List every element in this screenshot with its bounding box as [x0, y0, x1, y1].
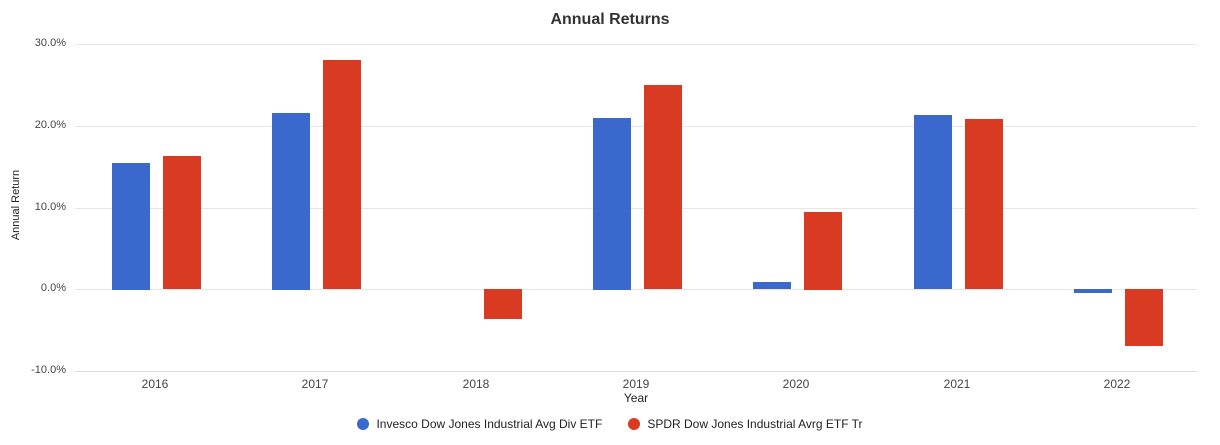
x-tick-label-2018: 2018	[462, 377, 490, 391]
plot-area	[75, 44, 1197, 372]
bar-2017-series1[interactable]	[323, 60, 361, 289]
bar-2021-series0[interactable]	[914, 115, 952, 289]
x-tick-label-2019: 2019	[622, 377, 650, 391]
legend-label: SPDR Dow Jones Industrial Avrg ETF Tr	[647, 417, 863, 431]
bar-2020-series0[interactable]	[753, 282, 791, 289]
bar-2021-series1[interactable]	[965, 119, 1003, 289]
bar-2022-series1[interactable]	[1125, 289, 1163, 346]
bar-2020-series1[interactable]	[804, 212, 842, 290]
y-tick-label-0: 0.0%	[40, 282, 66, 294]
x-tick-label-2021: 2021	[943, 377, 971, 391]
bar-2019-series0[interactable]	[593, 118, 631, 290]
bar-2019-series1[interactable]	[644, 85, 682, 289]
y-tick-label--10: -10.0%	[31, 364, 66, 376]
legend-entry-invesco: Invesco Dow Jones Industrial Avg Div ETF	[357, 417, 602, 431]
y-tick-label-20: 20.0%	[34, 119, 66, 131]
x-tick-label-2016: 2016	[141, 377, 169, 391]
bar-2016-series1[interactable]	[163, 156, 201, 289]
chart-legend: Invesco Dow Jones Industrial Avg Div ETF…	[0, 417, 1220, 431]
y-tick-label-30: 30.0%	[34, 37, 66, 49]
gridline-30	[75, 44, 1197, 45]
gridline--10	[75, 371, 1197, 372]
legend-swatch-circle-icon	[628, 418, 641, 430]
bar-2017-series0[interactable]	[272, 113, 310, 290]
bar-2016-series0[interactable]	[112, 163, 150, 290]
bar-2022-series0[interactable]	[1074, 289, 1112, 293]
bar-2018-series1[interactable]	[484, 289, 522, 319]
x-tick-label-2020: 2020	[782, 377, 810, 391]
gridline-20	[75, 126, 1197, 127]
x-tick-label-2022: 2022	[1103, 377, 1131, 391]
legend-entry-spdr: SPDR Dow Jones Industrial Avrg ETF Tr	[628, 417, 863, 431]
legend-swatch-circle-icon	[357, 418, 370, 430]
x-axis-title: Year	[623, 391, 649, 405]
chart-title: Annual Returns	[550, 11, 670, 28]
gridline-10	[75, 208, 1197, 209]
x-tick-label-2017: 2017	[301, 377, 329, 391]
legend-label: Invesco Dow Jones Industrial Avg Div ETF	[376, 417, 603, 431]
y-tick-label-10: 10.0%	[34, 201, 66, 213]
gridline-0	[75, 289, 1197, 290]
